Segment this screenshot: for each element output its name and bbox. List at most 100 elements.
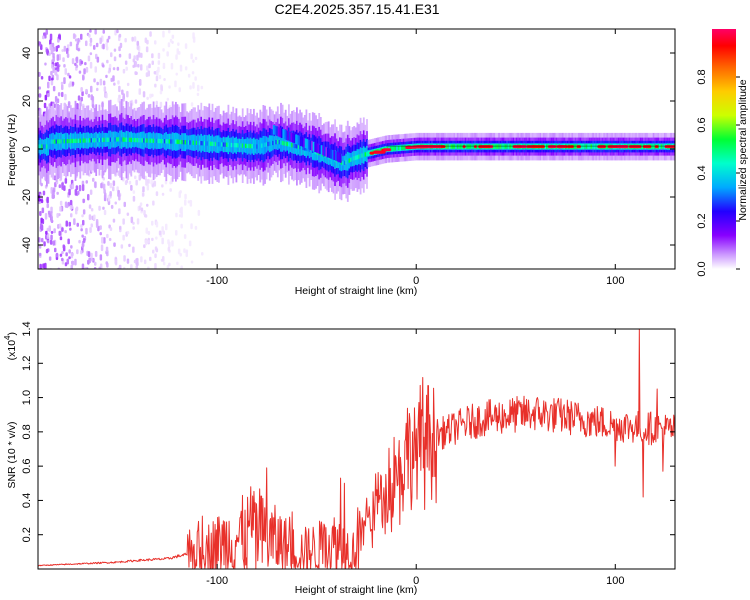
noise-cell (80, 228, 83, 232)
noise-cell (107, 35, 111, 40)
colorbar-tick-label: 0.8 (696, 69, 708, 84)
ridge-core-cell (176, 139, 179, 144)
noise-cell (144, 37, 148, 44)
noise-cell (102, 183, 106, 190)
noise-cell (63, 64, 66, 68)
noise-cell (100, 182, 103, 189)
noise-cell (183, 234, 187, 240)
noise-cell (102, 29, 105, 34)
ridge-peak-cell (642, 145, 652, 149)
ridge-core-cell (132, 137, 134, 143)
noise-cell (54, 70, 57, 76)
branch-cell (325, 147, 328, 157)
noise-cell (63, 185, 66, 192)
noise-cell (50, 46, 54, 54)
ridge-core-cell (90, 138, 93, 143)
noise-cell (122, 68, 126, 74)
ridge-core-cell (582, 144, 585, 149)
noise-cell (63, 45, 67, 52)
noise-cell (67, 101, 71, 106)
noise-cell (84, 266, 87, 269)
ridge-core-cell (155, 138, 158, 144)
ridge-core-cell (292, 143, 295, 148)
ridge-core-cell (511, 144, 513, 149)
noise-cell (76, 249, 79, 255)
colorbar-tick-label: 0.4 (696, 165, 708, 180)
ridge-core-cell (68, 138, 71, 144)
ridge-peak-cell (597, 145, 606, 149)
branch-cell (290, 132, 293, 142)
noise-cell (126, 90, 129, 98)
ridge-core-cell (87, 138, 90, 143)
ridge-peak-cell (462, 145, 466, 149)
noise-cell (124, 60, 128, 65)
snr-background (38, 329, 675, 569)
noise-cell (89, 37, 93, 43)
ridge-core-cell (389, 146, 392, 151)
noise-cell (74, 258, 77, 266)
noise-cell (38, 41, 42, 46)
noise-cell (43, 241, 46, 247)
noise-cell (44, 213, 48, 220)
ridge-core-cell (60, 139, 63, 144)
ridge-core-cell (203, 141, 206, 146)
ridge-core-cell (146, 138, 149, 143)
ridge-core-cell (182, 140, 185, 145)
noise-cell (82, 209, 86, 215)
ridge-core-cell (167, 139, 169, 144)
ridge-core-cell (391, 146, 394, 151)
noise-cell (118, 193, 121, 201)
noise-cell (96, 56, 100, 63)
ridge-core-cell (300, 145, 303, 150)
noise-cell (192, 36, 196, 43)
ridge-core-cell (662, 144, 665, 149)
noise-cell (69, 81, 72, 87)
noise-cell (161, 237, 164, 245)
noise-cell (78, 184, 82, 192)
branch-cell (274, 125, 277, 136)
noise-cell (114, 30, 117, 36)
ridge-peak-cell (416, 145, 429, 149)
branch-cell (323, 146, 326, 157)
noise-cell (58, 223, 62, 228)
noise-cell (61, 257, 64, 262)
ridge-core-cell (268, 141, 271, 146)
ridge-core-cell (461, 144, 464, 149)
ridge-core-cell (224, 142, 227, 147)
noise-cell (190, 260, 194, 264)
ridge-core-cell (574, 144, 577, 149)
x-tick-label: -100 (206, 275, 228, 287)
noise-cell (145, 178, 148, 186)
ridge-core-cell (147, 138, 150, 143)
branch-cell (277, 127, 280, 137)
ridge-core-cell (192, 140, 195, 145)
noise-cell (73, 218, 76, 226)
colorbar-ticks: 0.0 0.2 0.4 0.6 0.8 (696, 69, 740, 277)
noise-cell (74, 189, 78, 196)
y-tick-label: 1.2 (21, 356, 33, 371)
ridge-core-cell (219, 142, 222, 147)
noise-cell (147, 266, 150, 269)
noise-cell (154, 83, 157, 88)
noise-cell (165, 223, 168, 231)
ridge-core-cell (179, 139, 182, 145)
ridge-core-cell (154, 138, 157, 143)
y-tick-label: 1.4 (21, 321, 33, 336)
noise-cell (180, 206, 183, 214)
noise-cell (192, 59, 195, 63)
noise-cell (157, 52, 161, 59)
y-tick-label: 0.6 (21, 458, 33, 473)
noise-cell (48, 75, 51, 82)
noise-cell (56, 54, 60, 61)
noise-cell (179, 190, 182, 194)
ridge-core-cell (85, 138, 88, 143)
ridge-core-cell (61, 139, 64, 144)
noise-cell (50, 234, 53, 241)
ridge-core-cell (590, 144, 593, 149)
heatmap-layer (38, 29, 675, 269)
noise-cell (155, 221, 159, 228)
noise-cell (177, 42, 180, 46)
noise-cell (82, 238, 86, 244)
noise-cell (151, 220, 154, 226)
ridge-core-cell (109, 137, 112, 142)
